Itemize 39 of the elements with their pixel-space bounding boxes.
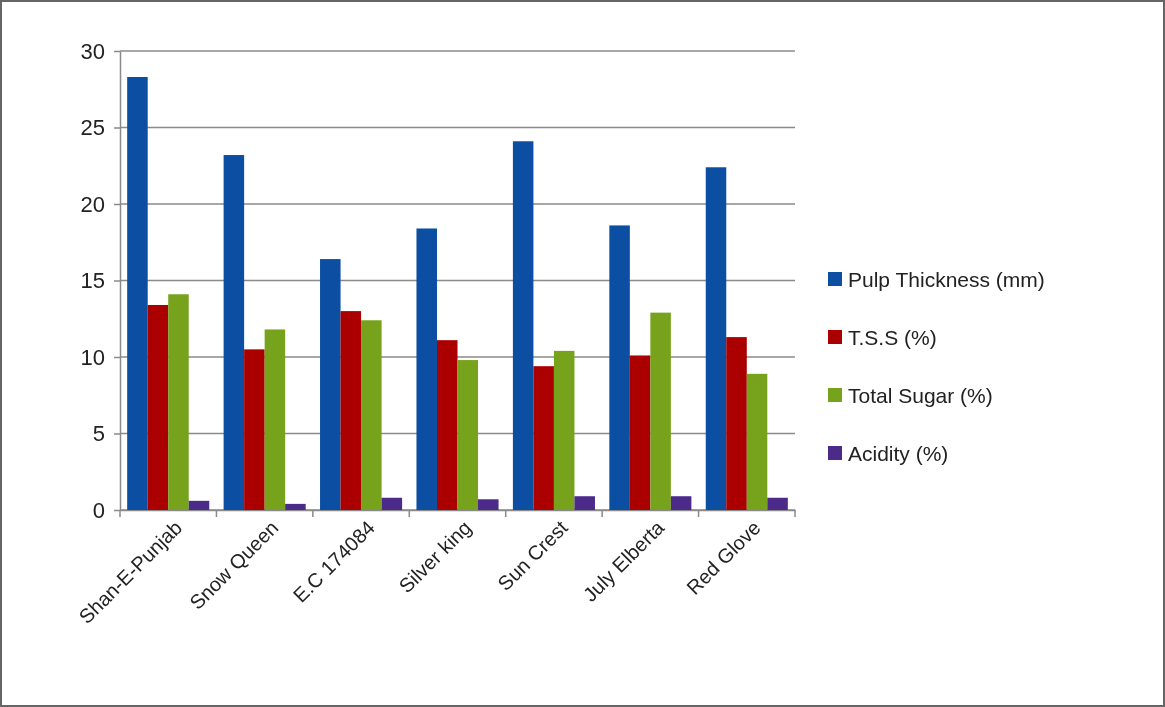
bar [188,500,210,510]
bar [553,350,575,510]
bar [285,503,306,510]
legend-label: Pulp Thickness (mm) [848,268,1045,292]
bar [147,304,169,510]
y-tick-label: 20 [80,191,105,217]
y-tick-label: 10 [80,344,105,370]
bar [609,225,630,510]
y-tick-label: 15 [80,268,105,294]
bar [127,77,148,510]
bar [629,355,651,510]
bar [361,320,382,510]
bar [670,496,692,510]
legend-label: T.S.S (%) [848,326,937,350]
y-tick-label: 25 [80,115,105,141]
bar [436,340,458,510]
bar [533,366,554,510]
bar [457,360,479,510]
bar [416,228,437,510]
bar [244,349,265,510]
bar [512,141,534,510]
bar [767,497,788,510]
bar [726,337,747,510]
y-tick-label: 5 [92,421,105,447]
bar [320,259,341,510]
bar [264,329,286,510]
bar [223,155,245,510]
bar [705,167,727,510]
bar [650,312,671,510]
y-tick-label: 30 [80,38,105,64]
bar [746,373,768,510]
bar [574,496,595,510]
y-tick-label: 0 [92,497,105,523]
bar [340,311,362,510]
legend-label: Total Sugar (%) [848,384,993,408]
legend-label: Acidity (%) [848,442,949,466]
bar [381,497,403,510]
bar [168,294,189,510]
bar [478,499,499,510]
